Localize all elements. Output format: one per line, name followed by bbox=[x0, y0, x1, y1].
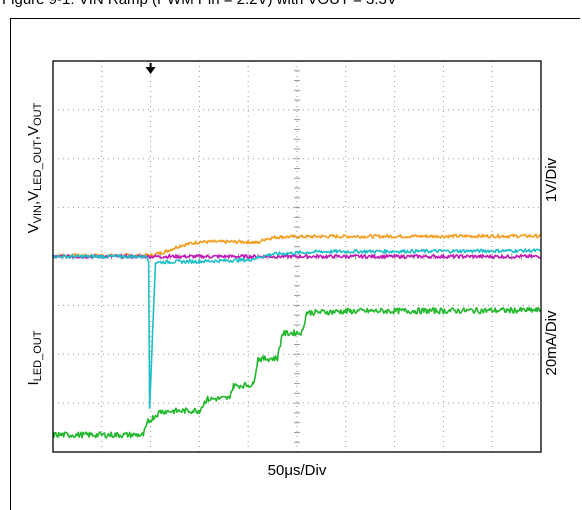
trace-3 bbox=[52, 248, 542, 409]
traces bbox=[52, 233, 542, 439]
upper-axis-label: VVIN,VLED_OUT,VOUT bbox=[25, 102, 44, 233]
upper-scale-label: 1V/Div bbox=[543, 157, 560, 202]
x-axis-label: 50μs/Div bbox=[268, 462, 327, 479]
lower-scale-label: 20mA/Div bbox=[543, 310, 560, 376]
trigger-marker bbox=[145, 67, 156, 74]
trace-4 bbox=[52, 306, 542, 439]
figure-caption-fragment: Figure 9-1: VIN Ramp (PWM Pin = 2.2V) wi… bbox=[0, 0, 582, 18]
lower-axis-label: ILED_OUT bbox=[25, 330, 44, 385]
plot-border bbox=[52, 60, 542, 453]
figure-frame bbox=[10, 18, 580, 510]
